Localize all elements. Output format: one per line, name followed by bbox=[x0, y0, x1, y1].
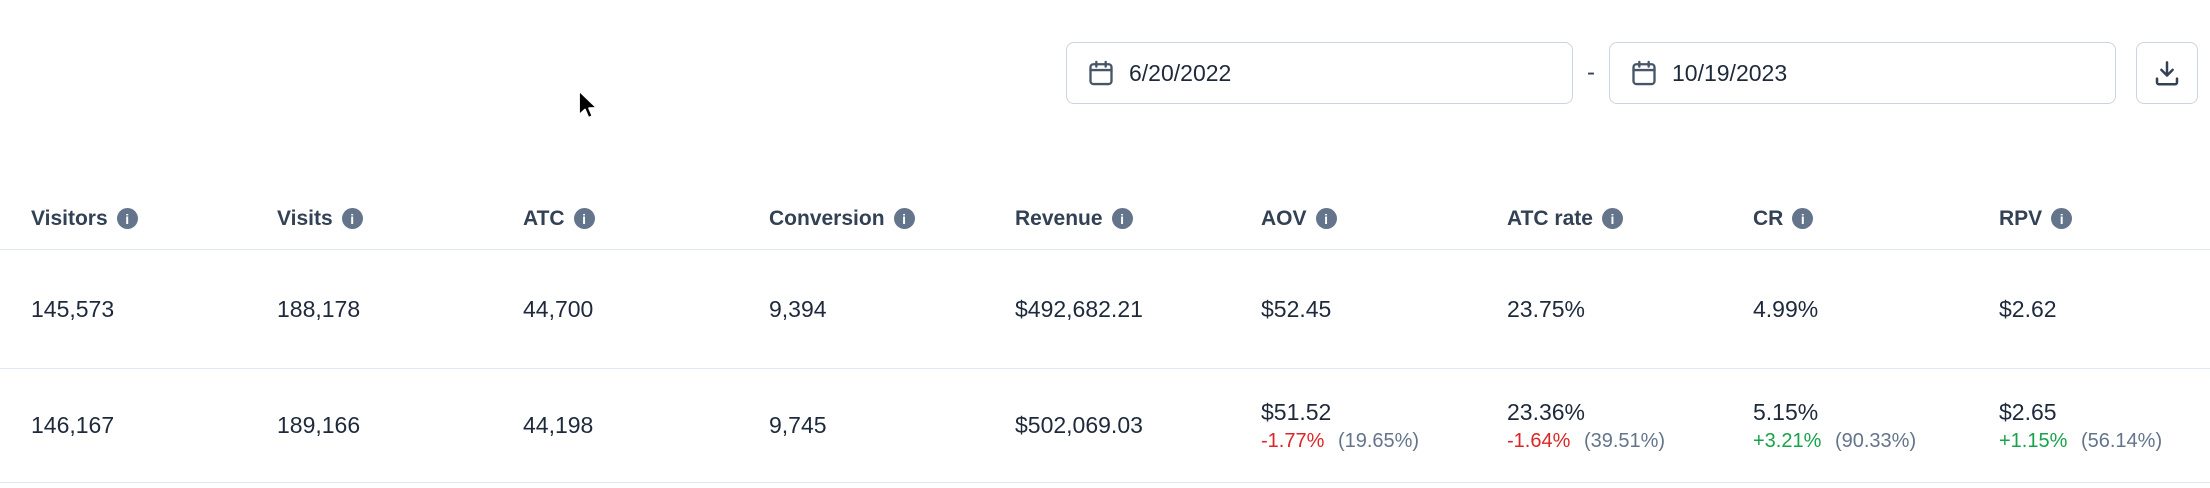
cell-visits: 188,178 bbox=[277, 295, 361, 322]
metric-delta-line: +1.15% (56.14%) bbox=[1999, 427, 2210, 455]
cell-atc: 44,700 bbox=[523, 295, 594, 322]
cell-cr: 4.99% bbox=[1753, 295, 1819, 322]
delta-value: +1.15% bbox=[1999, 429, 2068, 452]
share-value: (90.33%) bbox=[1834, 429, 1917, 452]
metrics-table: Visitors i Visits i ATC i Conversion i R… bbox=[0, 188, 2210, 483]
column-label: CR bbox=[1753, 206, 1784, 230]
cell-cr: 5.15% +3.21% (90.33%) bbox=[1753, 397, 1999, 455]
column-label: AOV bbox=[1261, 206, 1307, 230]
cell-atc: 44,198 bbox=[523, 412, 594, 438]
metric-value: $51.52 bbox=[1261, 398, 1332, 425]
column-label: Revenue bbox=[1015, 206, 1103, 230]
cell-atc-rate: 23.36% -1.64% (39.51%) bbox=[1507, 397, 1753, 455]
cell-revenue: $492,682.21 bbox=[1015, 295, 1143, 322]
column-header-conversion: Conversion i bbox=[769, 207, 1015, 231]
column-header-cr: CR i bbox=[1753, 207, 1999, 231]
cell-rpv: $2.65 +1.15% (56.14%) bbox=[1999, 397, 2210, 455]
column-label: RPV bbox=[1999, 206, 2043, 230]
end-date-value: 10/19/2023 bbox=[1672, 59, 1788, 86]
cell-atc-rate: 23.75% bbox=[1507, 295, 1586, 322]
download-button[interactable] bbox=[2136, 42, 2198, 104]
cell-conversion: 9,745 bbox=[769, 412, 827, 438]
metric-value: $2.65 bbox=[1999, 398, 2057, 425]
info-icon[interactable]: i bbox=[1315, 208, 1337, 229]
share-value: (39.51%) bbox=[1583, 429, 1666, 452]
column-header-aov: AOV i bbox=[1261, 207, 1507, 231]
delta-value: -1.64% bbox=[1507, 429, 1571, 452]
column-label: ATC bbox=[523, 206, 565, 230]
table-row: 145,573 188,178 44,700 9,394 $492,682.21… bbox=[0, 250, 2210, 369]
cell-revenue: $502,069.03 bbox=[1015, 412, 1143, 438]
date-range-separator: - bbox=[1587, 59, 1595, 86]
column-header-atc: ATC i bbox=[523, 207, 769, 231]
cell-visitors: 146,167 bbox=[31, 412, 115, 438]
delta-value: +3.21% bbox=[1753, 429, 1822, 452]
cell-aov: $52.45 bbox=[1261, 295, 1332, 322]
column-label: Conversion bbox=[769, 206, 885, 230]
metric-delta-line: +3.21% (90.33%) bbox=[1753, 427, 1999, 455]
date-range-toolbar: 6/20/2022 - 10/19/2023 bbox=[1066, 42, 2198, 104]
column-header-revenue: Revenue i bbox=[1015, 207, 1261, 231]
cell-visitors: 145,573 bbox=[31, 295, 115, 322]
metric-delta-line: -1.77% (19.65%) bbox=[1261, 427, 1507, 455]
column-header-rpv: RPV i bbox=[1999, 207, 2210, 231]
info-icon[interactable]: i bbox=[1792, 208, 1814, 229]
delta-value: -1.77% bbox=[1261, 429, 1325, 452]
cell-visits: 189,166 bbox=[277, 412, 361, 438]
end-date-input[interactable]: 10/19/2023 bbox=[1609, 42, 2116, 104]
info-icon[interactable]: i bbox=[341, 208, 363, 229]
info-icon[interactable]: i bbox=[573, 208, 595, 229]
info-icon[interactable]: i bbox=[2051, 208, 2073, 229]
column-label: Visits bbox=[277, 206, 333, 230]
column-header-atc-rate: ATC rate i bbox=[1507, 207, 1753, 231]
cell-aov: $51.52 -1.77% (19.65%) bbox=[1261, 397, 1507, 455]
share-value: (19.65%) bbox=[1337, 429, 1420, 452]
info-icon[interactable]: i bbox=[1111, 208, 1133, 229]
metric-value: 5.15% bbox=[1753, 398, 1819, 425]
info-icon[interactable]: i bbox=[1601, 208, 1623, 229]
share-value: (56.14%) bbox=[2080, 429, 2163, 452]
column-label: Visitors bbox=[31, 206, 108, 230]
info-icon[interactable]: i bbox=[893, 208, 915, 229]
cell-rpv: $2.62 bbox=[1999, 295, 2057, 322]
column-header-visitors: Visitors i bbox=[31, 207, 277, 231]
download-icon bbox=[2152, 58, 2182, 88]
table-header-row: Visitors i Visits i ATC i Conversion i R… bbox=[0, 188, 2210, 250]
start-date-input[interactable]: 6/20/2022 bbox=[1066, 42, 1573, 104]
cell-conversion: 9,394 bbox=[769, 295, 827, 322]
column-label: ATC rate bbox=[1507, 206, 1593, 230]
table-row: 146,167 189,166 44,198 9,745 $502,069.03… bbox=[0, 369, 2210, 483]
start-date-value: 6/20/2022 bbox=[1129, 59, 1232, 86]
metric-delta-line: -1.64% (39.51%) bbox=[1507, 427, 1753, 455]
calendar-icon bbox=[1630, 59, 1658, 87]
metric-value: 23.36% bbox=[1507, 398, 1586, 425]
info-icon[interactable]: i bbox=[116, 208, 138, 229]
mouse-cursor-icon bbox=[572, 88, 606, 127]
calendar-icon bbox=[1087, 59, 1115, 87]
column-header-visits: Visits i bbox=[277, 207, 523, 231]
